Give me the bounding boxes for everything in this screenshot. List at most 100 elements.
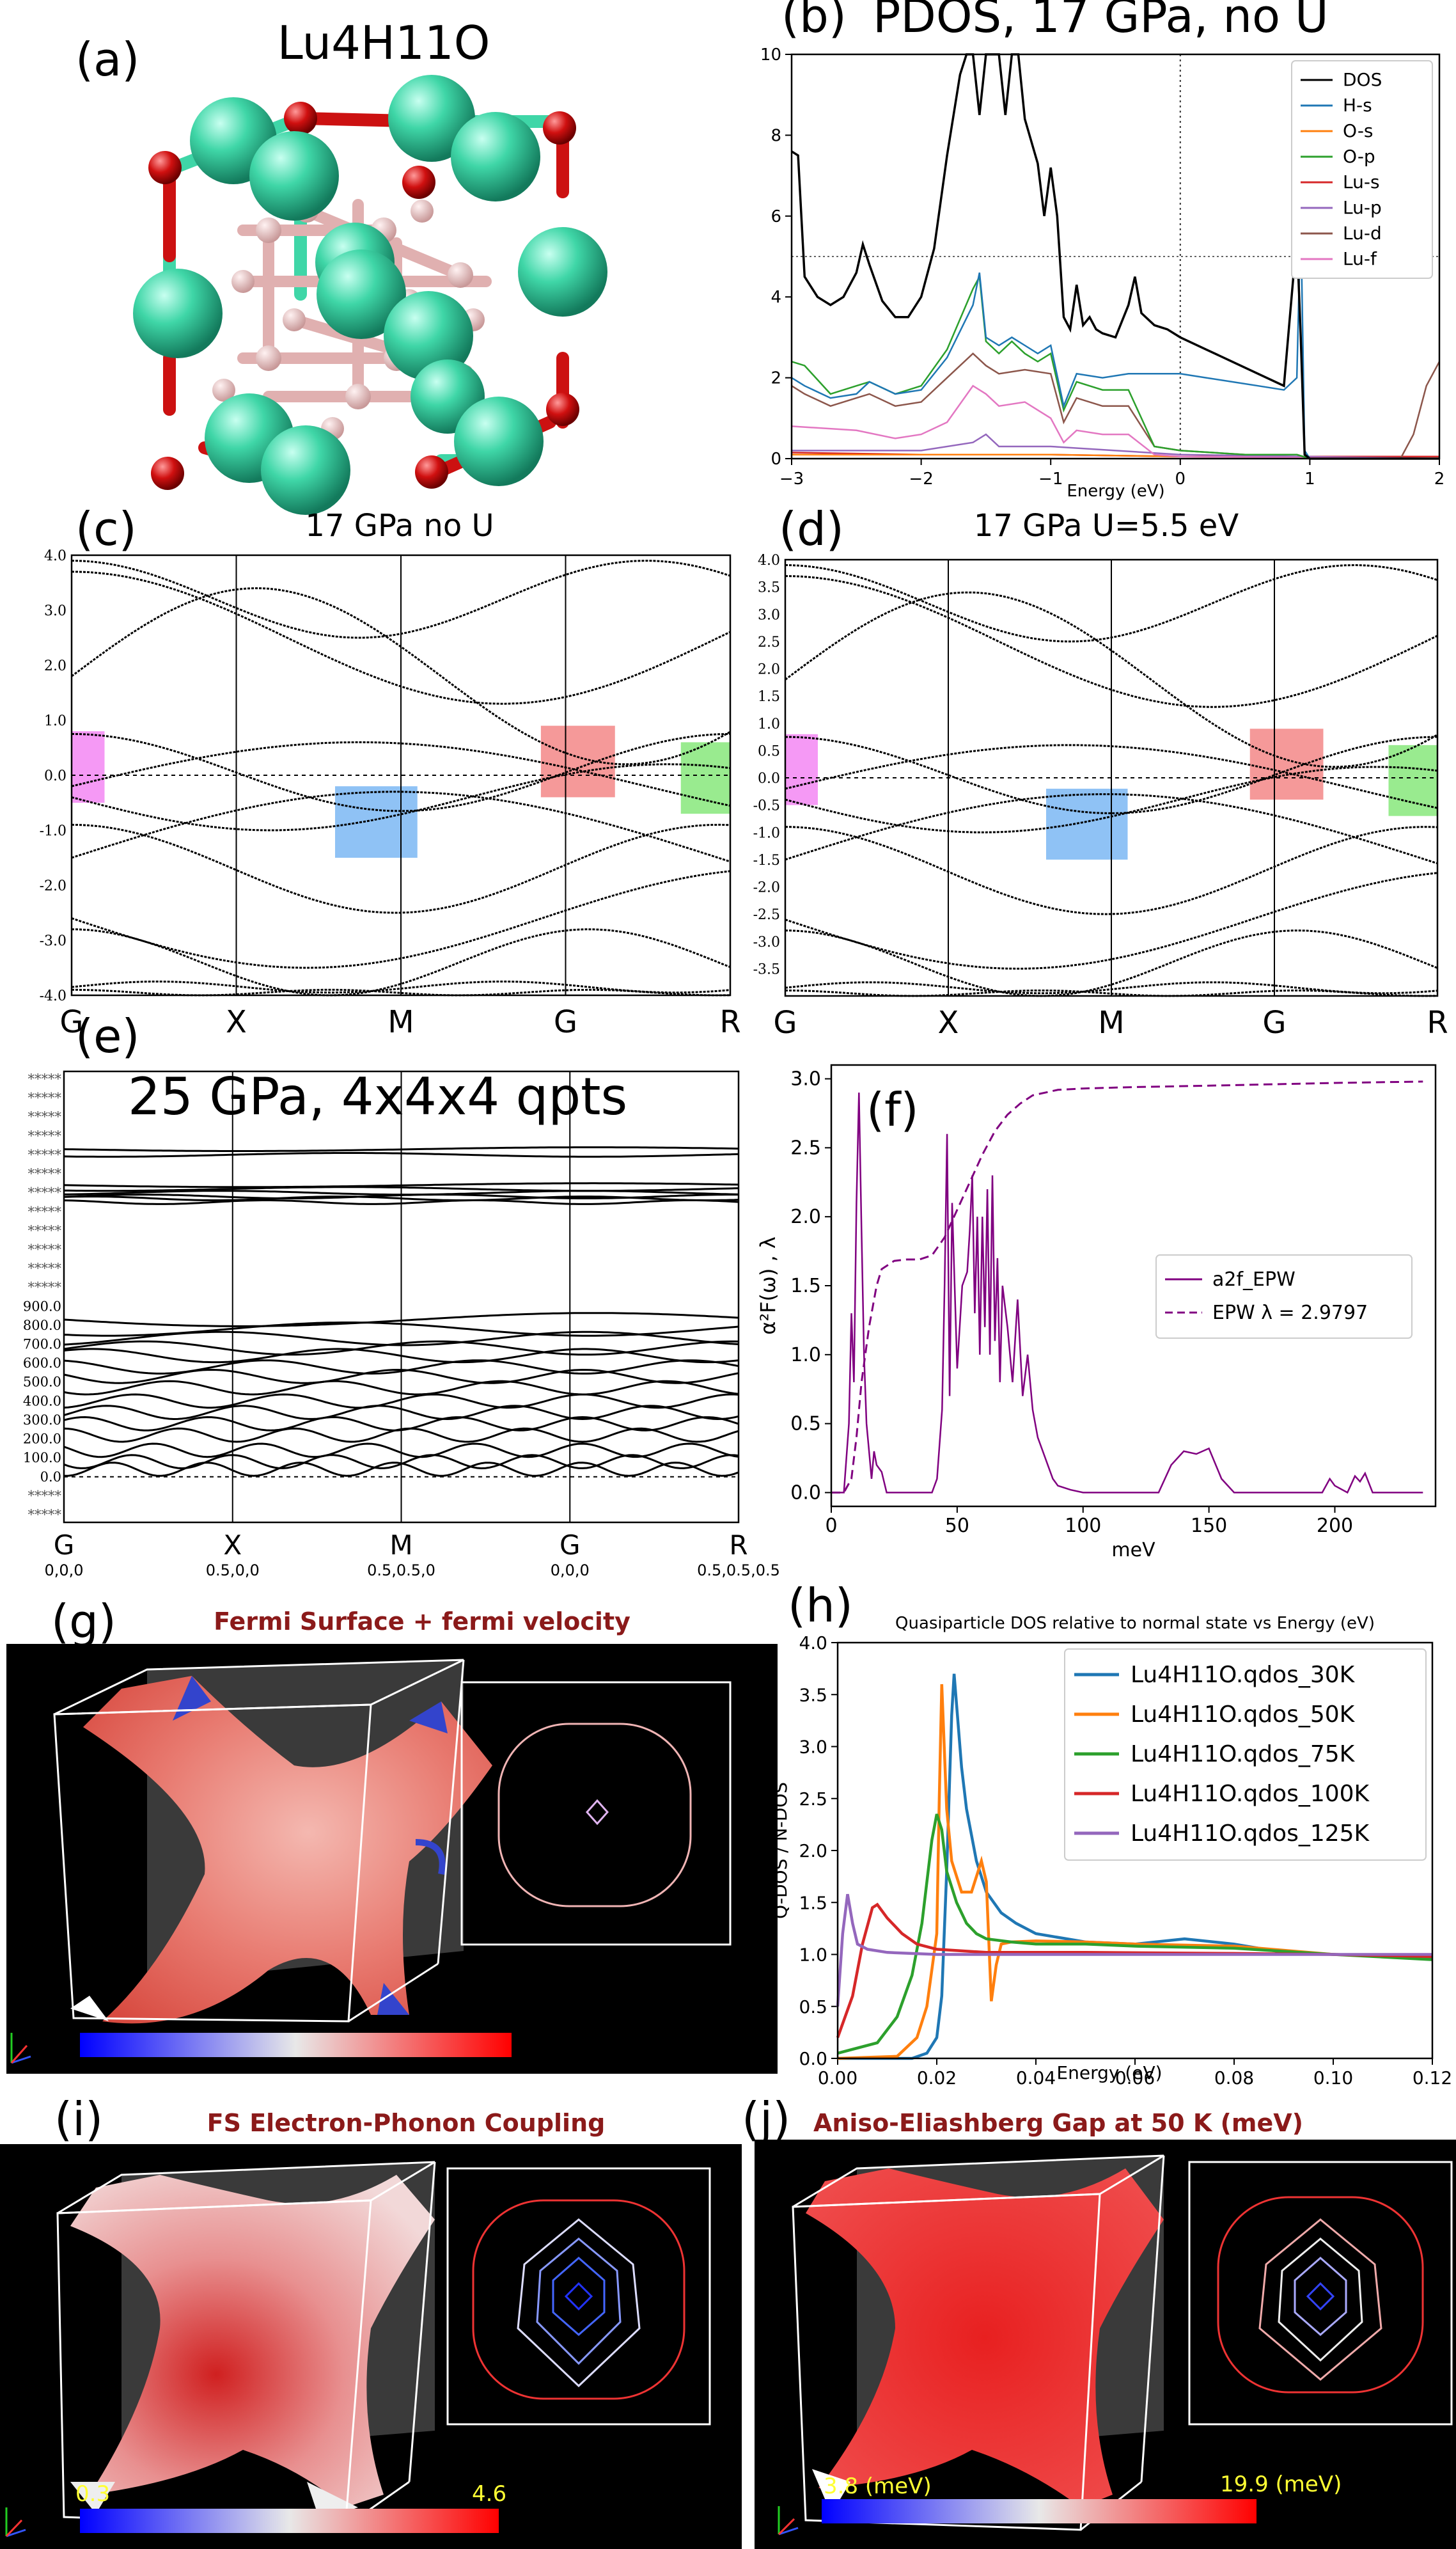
gap-2d-slice [1188, 2161, 1453, 2426]
crystal-structure-image [133, 75, 607, 515]
f-xtick-label: 0 [825, 1515, 837, 1537]
h-ytick-label: 2.0 [799, 1840, 827, 1861]
band-ytick-label: 0.0 [44, 768, 67, 784]
panel-i-title: FS Electron-Phonon Coupling [207, 2109, 606, 2137]
panel-i-colorbar-max: 4.6 [472, 2481, 506, 2507]
phonon-ytick-label: ***** [28, 1071, 62, 1087]
b-xtick-label: −3 [779, 470, 804, 489]
band-ytick-label: 4.0 [44, 548, 67, 564]
h-ytick-label: 1.0 [799, 1945, 827, 1966]
phonon-kpath-coord: 0.5,0,0 [206, 1561, 260, 1579]
phonon-ytick-label: 900.0 [23, 1298, 61, 1314]
band-ytick-label: -4.0 [40, 988, 67, 1004]
panel-h-letter: (h) [788, 1579, 853, 1632]
panel-b-pdos: (b) PDOS, 17 GPa, no U −3 −2 −1 0 1 20246810 … [760, 0, 1444, 501]
phonon-ytick-label: 600.0 [23, 1355, 61, 1371]
f-xtick-label: 200 [1317, 1515, 1353, 1537]
f-ytick-label: 1.0 [790, 1344, 821, 1366]
b-legend-label: DOS [1343, 69, 1382, 90]
panel-i-colorbar [80, 2509, 499, 2533]
f-ytick-label: 2.0 [790, 1206, 821, 1228]
band-kpath-label: G [1262, 1005, 1286, 1041]
phonon-ytick-label: ***** [28, 1223, 62, 1238]
band-line [71, 928, 731, 997]
panel-g-title: Fermi Surface + fermi velocity [214, 1607, 630, 1636]
panel-f-letter: (f) [866, 1083, 919, 1137]
el-ph-2d-slice [446, 2167, 711, 2426]
h-axes-frame [836, 1641, 1434, 2060]
fermi-surface-3d-image [53, 1659, 492, 2024]
panel-d-title: 17 GPa U=5.5 eV [974, 508, 1239, 544]
b-legend-label: Lu-d [1343, 223, 1382, 244]
panel-g-colorbar [80, 2033, 512, 2057]
h-xtick-label: 0.02 [917, 2067, 957, 2088]
band-kpath-label: R [719, 1004, 740, 1040]
panel-a-letter: (a) [75, 33, 139, 86]
f-legend-label: a2f_EPW [1212, 1268, 1296, 1291]
band-ytick-label: -2.0 [40, 878, 67, 894]
b-ytick-label: 2 [771, 369, 781, 388]
b-legend-label: Lu-p [1343, 197, 1382, 218]
h-legend-label: Lu4H11O.qdos_50K [1131, 1701, 1356, 1728]
panel-c-band-structure: (c) 17 GPa no U 4.0 3.0 2.0 1.0 0.0 -1.0 -2.0 -… [40, 502, 741, 1040]
phonon-ytick-label: ***** [28, 1488, 62, 1503]
band-ytick-label: -3.0 [40, 933, 67, 949]
band-line [71, 791, 731, 863]
band-ytick-label: -1.5 [753, 853, 780, 869]
b-ytick-label: 8 [771, 126, 781, 145]
b-ytick-label: 10 [760, 45, 781, 65]
b-xtick-label: −2 [909, 470, 933, 489]
panel-h-qdos: (h) Quasiparticle DOS relative to normal… [770, 1579, 1452, 2088]
phonon-ytick-label: ***** [28, 1280, 62, 1295]
b-series-lu-d [791, 352, 1441, 460]
h-ytick-label: 0.0 [799, 2048, 827, 2069]
panel-c-letter: (c) [75, 502, 137, 556]
phonon-kpath-label: M [389, 1529, 412, 1561]
f-ytick-label: 0.0 [790, 1481, 821, 1504]
phonon-ytick-label: ***** [28, 1147, 62, 1162]
panel-j-colorbar-min: 3.8 (meV) [824, 2474, 932, 2499]
panel-b-axes-frame [790, 53, 1441, 460]
panel-c-title: 17 GPa no U [305, 508, 494, 544]
band-highlight-box [785, 734, 818, 805]
phonon-kpath-label: G [54, 1529, 75, 1561]
band-line [785, 929, 1438, 997]
h-legend-label: Lu4H11O.qdos_100K [1131, 1781, 1370, 1807]
phonon-axes-frame [63, 1070, 740, 1524]
b-ytick-label: 4 [771, 288, 781, 307]
band-ytick-label: 0.5 [758, 743, 780, 759]
band-ytick-label: -3.5 [753, 961, 780, 977]
b-ytick-label: 6 [771, 207, 781, 226]
b-series-dos [791, 53, 1439, 460]
h-ytick-label: 3.0 [799, 1737, 827, 1758]
phonon-ytick-label: ***** [28, 1507, 62, 1522]
phonon-kpath-coord: 0.5,0.5,0.5 [697, 1561, 780, 1579]
axes-triad-icon [778, 2506, 799, 2536]
b-xtick-label: 2 [1434, 470, 1445, 489]
b-xtick-label: −1 [1038, 470, 1063, 489]
band-ytick-label: 4.0 [758, 553, 780, 569]
f-ylabel: α²F(ω) , λ [756, 1236, 780, 1335]
b-xtick-label: 1 [1304, 470, 1315, 489]
band-ytick-label: 2.5 [758, 635, 780, 651]
panel-j-title: Aniso-Eliashberg Gap at 50 K (meV) [813, 2109, 1303, 2137]
band-highlight-box [1046, 789, 1128, 860]
panel-i-el-ph-coupling: (i) FS Electron-Phonon Coupling 0 [0, 2092, 742, 2549]
band-kpath-label: R [1427, 1005, 1448, 1041]
phonon-kpath-coord: 0.5,0.5,0 [367, 1561, 435, 1579]
band-ytick-label: 2.0 [44, 658, 67, 674]
phonon-ytick-label: ***** [28, 1242, 62, 1257]
band-kpath-label: X [938, 1005, 959, 1041]
h-ytick-label: 1.5 [799, 1892, 827, 1913]
h-legend-label: Lu4H11O.qdos_125K [1131, 1820, 1370, 1847]
phonon-ytick-label: ***** [28, 1091, 62, 1106]
panel-a-crystal-structure: (a) Lu4H11O [75, 16, 607, 515]
b-ytick-label: 0 [771, 450, 781, 469]
f-legend-box [1155, 1254, 1413, 1339]
phonon-kpath-coord: 0,0,0 [551, 1561, 590, 1579]
band-ytick-label: 3.0 [758, 607, 780, 623]
band-highlight-box [72, 731, 105, 803]
phonon-ytick-label: ***** [28, 1261, 62, 1276]
phonon-ytick-label: 100.0 [23, 1450, 61, 1465]
h-series-4 [836, 1893, 1432, 2007]
